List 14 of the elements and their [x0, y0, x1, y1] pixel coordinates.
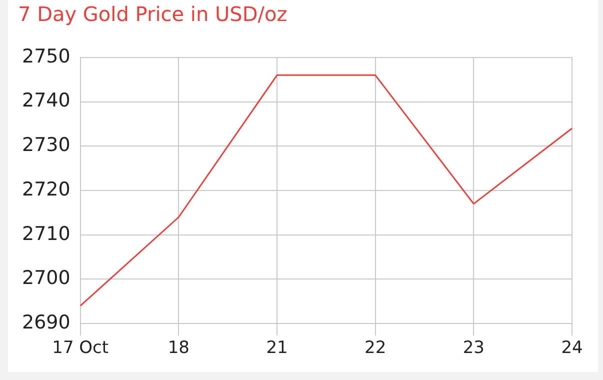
- y-tick-label: 2740: [22, 90, 70, 112]
- x-tick-label: 17 Oct: [52, 338, 109, 358]
- chart-title: 7 Day Gold Price in USD/oz: [18, 2, 288, 26]
- x-tick-label: 21: [266, 338, 288, 358]
- y-tick-label: 2750: [22, 45, 70, 68]
- y-tick-label: 2690: [22, 312, 70, 334]
- x-tick-label: 18: [168, 338, 190, 358]
- y-tick-label: 2700: [22, 267, 70, 290]
- x-tick-label: 23: [462, 338, 484, 358]
- y-tick-label: 2730: [22, 134, 70, 156]
- x-tick-label: 24: [561, 338, 583, 358]
- y-tick-label: 2710: [22, 222, 70, 245]
- x-tick-label: 22: [364, 338, 386, 358]
- y-tick-label: 2720: [22, 178, 70, 200]
